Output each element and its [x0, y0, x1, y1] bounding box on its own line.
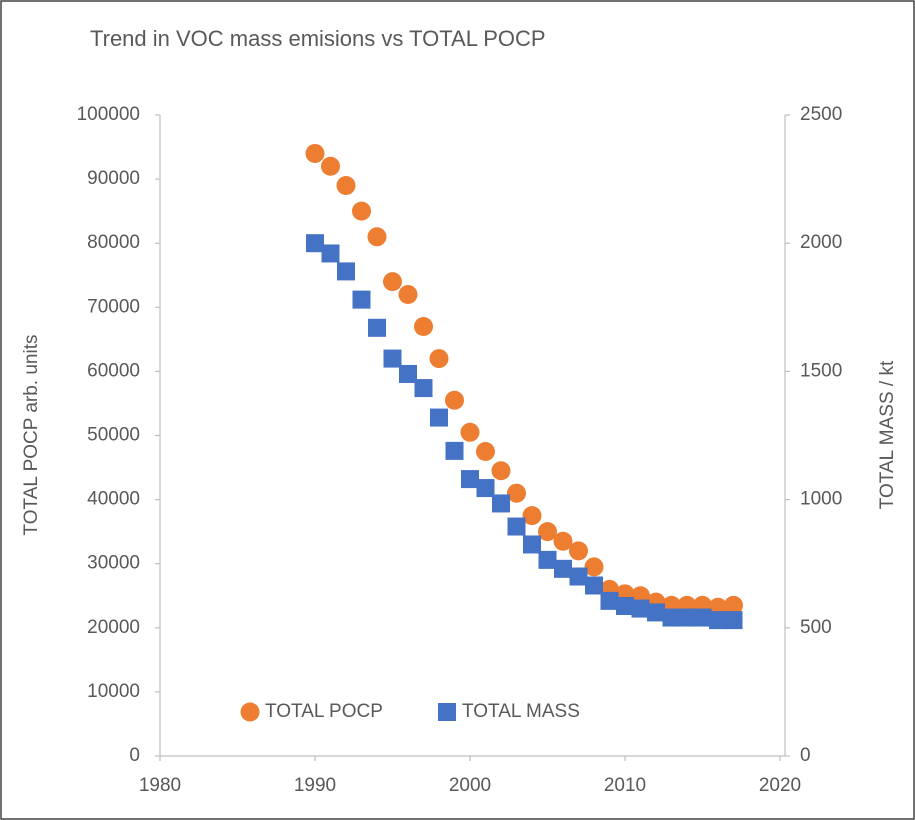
marker	[305, 143, 325, 163]
x-tick-label: 1990	[294, 775, 336, 796]
marker	[337, 262, 355, 281]
y-tick-label: 40000	[87, 489, 140, 510]
legend-label: TOTAL POCP	[265, 701, 383, 722]
y2-tick-label: 1000	[800, 489, 842, 510]
marker	[476, 442, 495, 462]
legend-marker	[438, 703, 456, 721]
marker	[367, 227, 387, 247]
marker	[569, 567, 588, 586]
marker	[631, 599, 650, 618]
legend-label: TOTAL MASS	[462, 701, 580, 722]
y2-axis-label: TOTAL MASS / kt	[877, 360, 898, 509]
marker	[569, 541, 588, 561]
marker	[507, 483, 526, 503]
marker	[538, 522, 557, 542]
y2-tick-label: 0	[800, 745, 811, 766]
marker	[398, 284, 418, 304]
y-tick-label: 0	[129, 745, 140, 766]
y-tick-label: 100000	[77, 104, 140, 125]
marker	[321, 244, 340, 263]
marker	[538, 550, 557, 569]
marker	[414, 317, 433, 337]
marker	[445, 390, 464, 410]
y2-tick-label: 1500	[800, 360, 842, 381]
marker	[383, 272, 402, 292]
marker	[647, 603, 665, 622]
y-tick-label: 30000	[87, 553, 140, 574]
y-tick-label: 90000	[87, 168, 140, 189]
marker	[523, 535, 541, 554]
marker	[476, 479, 495, 498]
marker	[693, 608, 712, 627]
marker	[306, 234, 324, 253]
y-tick-label: 50000	[87, 425, 140, 446]
marker	[662, 608, 681, 627]
marker	[553, 531, 573, 551]
y-tick-label: 70000	[87, 296, 140, 317]
marker	[584, 557, 604, 577]
marker	[724, 595, 743, 615]
marker	[709, 611, 727, 630]
y-tick-label: 10000	[87, 681, 140, 702]
marker	[352, 201, 371, 221]
marker	[724, 611, 743, 630]
marker	[430, 408, 448, 427]
marker	[507, 517, 526, 536]
x-tick-label: 2010	[604, 775, 646, 796]
marker	[445, 441, 464, 460]
x-tick-label: 2020	[759, 775, 801, 796]
y-axis-label: TOTAL POCP arb. units	[21, 335, 42, 536]
marker	[321, 156, 340, 176]
marker	[491, 461, 511, 481]
y2-tick-label: 2000	[800, 232, 842, 253]
marker	[461, 470, 479, 489]
marker	[414, 379, 433, 398]
x-tick-label: 1980	[139, 775, 181, 796]
y2-tick-label: 2500	[800, 104, 842, 125]
marker	[616, 597, 634, 616]
marker	[336, 176, 356, 196]
y2-tick-label: 500	[800, 617, 832, 638]
y-tick-label: 60000	[87, 360, 140, 381]
marker	[368, 318, 386, 337]
marker	[429, 349, 449, 369]
y-tick-label: 80000	[87, 232, 140, 253]
chart-title: Trend in VOC mass emisions vs TOTAL POCP	[90, 26, 546, 51]
marker	[522, 506, 542, 526]
marker	[460, 422, 480, 442]
marker	[352, 290, 371, 309]
marker	[600, 591, 619, 610]
marker	[554, 559, 572, 578]
marker	[585, 576, 603, 595]
marker	[678, 608, 696, 627]
legend-marker	[240, 702, 260, 722]
x-tick-label: 2000	[449, 775, 491, 796]
marker	[383, 349, 402, 368]
y-tick-label: 20000	[87, 617, 140, 638]
marker	[399, 364, 417, 383]
marker	[492, 494, 510, 513]
